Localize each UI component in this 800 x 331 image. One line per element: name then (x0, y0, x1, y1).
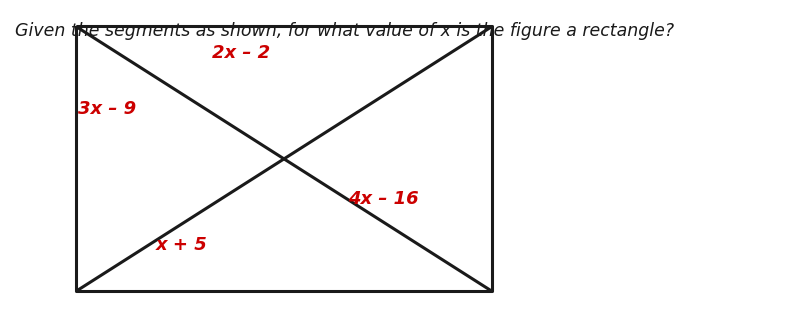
Text: 2x – 2: 2x – 2 (212, 44, 270, 62)
Text: Given the segments as shown, for what value of x is the figure a rectangle?: Given the segments as shown, for what va… (15, 22, 674, 40)
Text: 3x – 9: 3x – 9 (78, 100, 137, 118)
Text: 4x – 16: 4x – 16 (348, 190, 418, 208)
Text: x + 5: x + 5 (156, 236, 208, 254)
